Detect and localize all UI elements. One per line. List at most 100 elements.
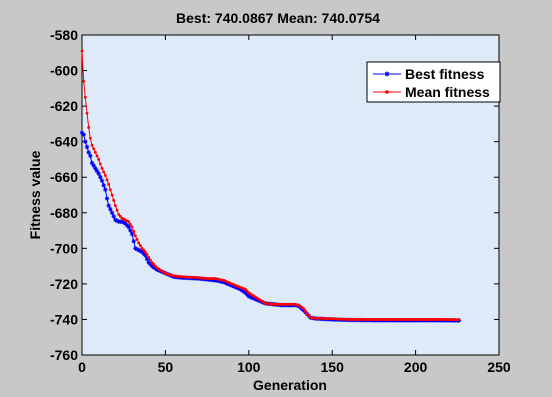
x-tick-label: 100 xyxy=(237,359,261,375)
mean-fitness-point xyxy=(128,222,132,226)
best-fitness-point xyxy=(96,171,101,176)
mean-fitness-point xyxy=(82,79,86,83)
mean-fitness-point xyxy=(105,178,109,182)
mean-fitness-point xyxy=(244,287,247,291)
mean-fitness-point xyxy=(138,244,142,248)
mean-fitness-point xyxy=(107,182,111,186)
mean-fitness-point xyxy=(118,214,122,218)
best-fitness-point xyxy=(243,290,248,295)
best-fitness-point xyxy=(156,268,161,273)
mean-fitness-point xyxy=(115,208,119,212)
y-tick-label: -600 xyxy=(50,63,78,79)
best-fitness-point xyxy=(138,248,143,254)
best-fitness-point xyxy=(98,175,103,180)
series-layer xyxy=(79,49,462,323)
best-fitness-point xyxy=(244,292,250,297)
best-fitness-point xyxy=(226,282,231,287)
best-fitness-point xyxy=(104,196,110,201)
mean-fitness-point xyxy=(85,111,89,115)
x-axis-title: Generation xyxy=(253,377,327,393)
mean-fitness-point xyxy=(117,213,121,216)
y-tick-label: -700 xyxy=(50,240,78,256)
best-fitness-point xyxy=(141,251,146,256)
axes-layer: 0 50 100 150 200 250 -760 -740 -720 -700 -680 -660 -… xyxy=(50,27,511,375)
best-fitness-point xyxy=(253,296,258,302)
best-fitness-point xyxy=(301,308,307,313)
best-fitness-point xyxy=(246,294,251,299)
mean-fitness-point xyxy=(95,154,99,158)
mean-fitness-point xyxy=(87,126,91,129)
best-fitness-point xyxy=(236,286,241,291)
best-fitness-point xyxy=(136,247,141,253)
best-fitness-point xyxy=(231,284,236,289)
x-tick-label: 150 xyxy=(321,359,345,375)
mean-fitness-point xyxy=(132,230,136,233)
best-fitness-point xyxy=(114,218,120,223)
mean-fitness-point xyxy=(97,158,101,161)
mean-fitness-point xyxy=(80,49,84,53)
best-fitness-point xyxy=(139,249,145,255)
x-tick-label: 200 xyxy=(404,359,428,375)
best-fitness-point xyxy=(109,210,115,215)
legend-marker-star xyxy=(384,71,390,77)
mean-fitness-point xyxy=(93,150,97,154)
best-fitness-point xyxy=(108,207,113,212)
legend-label: Best fitness xyxy=(405,66,485,82)
mean-fitness-point xyxy=(147,255,151,259)
best-fitness-point xyxy=(129,231,135,237)
best-fitness-point xyxy=(79,130,85,135)
best-fitness-point xyxy=(234,285,240,290)
y-tick-label: -660 xyxy=(50,169,78,185)
mean-fitness-point xyxy=(153,264,157,268)
best-fitness-point xyxy=(124,223,130,228)
y-axis-title: Fitness value xyxy=(27,150,43,239)
best-fitness-point xyxy=(299,306,305,312)
chart-title: Best: 740.0867 Mean: 740.0754 xyxy=(176,10,380,26)
best-fitness-point xyxy=(106,203,111,208)
best-fitness-point xyxy=(88,153,93,159)
best-fitness-point xyxy=(133,246,138,251)
best-fitness-point xyxy=(228,282,233,288)
mean-fitness-point xyxy=(305,312,309,316)
mean-fitness-point xyxy=(83,95,87,99)
mean-fitness-point xyxy=(302,307,306,311)
mean-fitness-point xyxy=(140,246,144,250)
mean-fitness-point xyxy=(307,314,311,318)
mean-fitness-point xyxy=(108,188,112,192)
best-fitness-point xyxy=(83,139,88,144)
mean-fitness-point xyxy=(457,318,461,322)
best-fitness-point xyxy=(121,220,126,225)
y-tick-label: -760 xyxy=(50,347,78,363)
best-fitness-point xyxy=(89,160,95,166)
x-tick-label: 0 xyxy=(78,359,86,375)
x-tick-label: 50 xyxy=(158,359,174,375)
x-tick-label: 250 xyxy=(487,359,511,375)
best-fitness-point xyxy=(99,178,105,183)
mean-fitness-point xyxy=(98,162,102,166)
best-fitness-point xyxy=(146,260,151,265)
mean-fitness-point xyxy=(103,174,107,177)
y-tick-label: -580 xyxy=(50,27,78,43)
mean-fitness-point xyxy=(245,289,249,293)
best-fitness-point xyxy=(84,144,90,150)
best-fitness-point xyxy=(126,224,131,230)
mean-fitness-point xyxy=(100,166,104,170)
best-fitness-point xyxy=(94,168,100,174)
best-fitness-point xyxy=(81,132,86,137)
best-fitness-point xyxy=(221,279,226,285)
y-tick-label: -740 xyxy=(50,311,78,327)
mean-fitness-point xyxy=(304,310,307,313)
legend-box xyxy=(366,61,501,103)
legend-label: Mean fitness xyxy=(405,84,490,100)
best-fitness-point xyxy=(224,281,230,286)
mean-fitness-point xyxy=(152,262,156,266)
mean-fitness-point xyxy=(135,238,139,241)
best-fitness-point xyxy=(144,256,150,262)
best-fitness-point xyxy=(248,294,253,300)
mean-fitness-point xyxy=(88,136,92,140)
mean-fitness-point xyxy=(150,261,154,264)
mean-fitness-point xyxy=(145,253,149,256)
best-fitness-point xyxy=(103,187,108,192)
mean-fitness-point xyxy=(112,198,116,202)
best-fitness-point xyxy=(229,283,235,288)
